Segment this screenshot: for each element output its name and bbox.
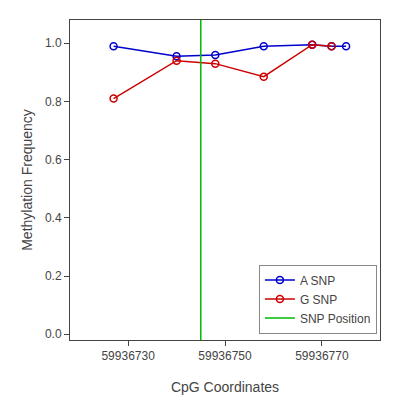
- svg-text:0.4: 0.4: [45, 211, 62, 225]
- svg-text:SNP Position: SNP Position: [300, 312, 370, 326]
- svg-text:0.0: 0.0: [45, 327, 62, 341]
- svg-text:59936770: 59936770: [295, 349, 349, 363]
- svg-text:1.0: 1.0: [45, 36, 62, 50]
- svg-text:0.2: 0.2: [45, 269, 62, 283]
- svg-text:G SNP: G SNP: [300, 293, 337, 307]
- svg-text:0.8: 0.8: [45, 95, 62, 109]
- svg-text:59936730: 59936730: [101, 349, 155, 363]
- svg-text:Methylation Frequency: Methylation Frequency: [19, 109, 35, 251]
- svg-text:A SNP: A SNP: [300, 274, 335, 288]
- svg-text:59936750: 59936750: [198, 349, 252, 363]
- svg-text:CpG Coordinates: CpG Coordinates: [171, 379, 279, 395]
- svg-text:0.6: 0.6: [45, 153, 62, 167]
